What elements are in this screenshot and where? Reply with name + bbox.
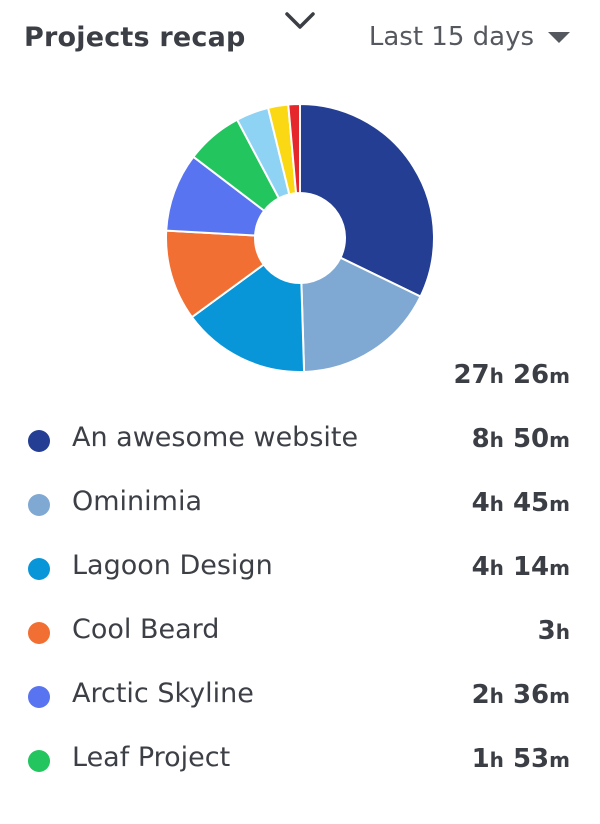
legend-row[interactable]: Leaf Project 1h 53m [0, 728, 600, 792]
project-name: Arctic Skyline [72, 678, 254, 709]
donut-slice[interactable] [287, 102, 301, 195]
collapse-button[interactable] [280, 6, 320, 36]
caret-down-icon [548, 31, 570, 43]
project-color-dot [28, 686, 50, 708]
donut-slice[interactable] [300, 256, 422, 373]
card-title: Projects recap [24, 22, 246, 53]
project-color-dot [28, 750, 50, 772]
donut-slice[interactable] [299, 102, 435, 298]
period-label: Last 15 days [368, 22, 534, 52]
project-time: 3h [537, 616, 570, 646]
chevron-down-icon [285, 12, 315, 29]
total-hours-unit: h [489, 364, 504, 388]
total-minutes-unit: m [549, 364, 570, 388]
total-minutes: 26 [512, 360, 550, 390]
project-name: Ominimia [72, 486, 203, 517]
project-name: Cool Beard [72, 614, 220, 645]
period-dropdown[interactable]: Last 15 days [369, 22, 570, 52]
donut-slice[interactable] [190, 263, 306, 373]
project-time: 4h 14m [471, 552, 570, 582]
legend-row[interactable]: Cool Beard 3h [0, 600, 600, 664]
project-time: 2h 36m [471, 680, 570, 710]
legend-row[interactable]: Arctic Skyline 2h 36m [0, 664, 600, 728]
project-color-dot [28, 622, 50, 644]
legend-row[interactable]: An awesome website 8h 50m [0, 408, 600, 472]
total-time: 27h 26m [453, 360, 570, 390]
project-color-dot [28, 494, 50, 516]
card-header: Projects recap Last 15 days [0, 0, 600, 80]
project-time: 1h 53m [471, 744, 570, 774]
project-name: Leaf Project [72, 742, 231, 773]
project-color-dot [28, 430, 50, 452]
total-hours: 27 [453, 360, 490, 390]
legend-row[interactable]: Ominimia 4h 45m [0, 472, 600, 536]
project-color-dot [28, 558, 50, 580]
legend-row[interactable]: Lagoon Design 4h 14m [0, 536, 600, 600]
project-time: 8h 50m [471, 424, 570, 454]
project-time: 4h 45m [471, 488, 570, 518]
project-name: Lagoon Design [72, 550, 273, 581]
projects-donut-chart [165, 102, 435, 373]
project-name: An awesome website [72, 422, 359, 453]
